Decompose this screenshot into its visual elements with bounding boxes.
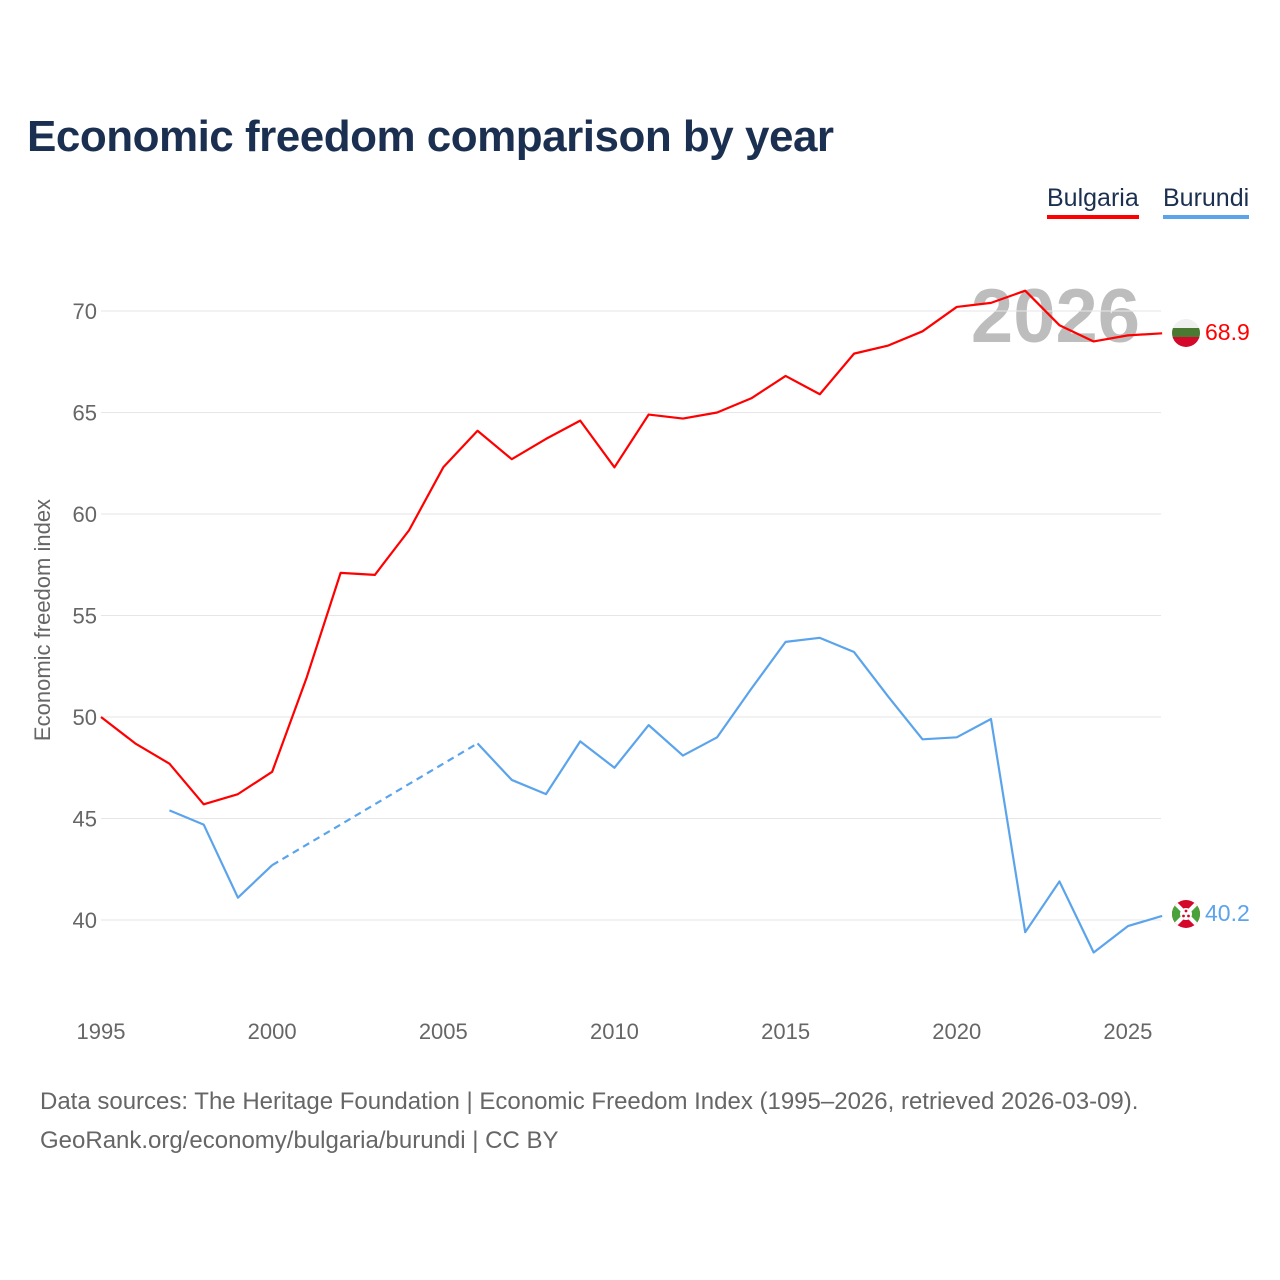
burundi-line [169, 809, 273, 899]
bulgaria-line [100, 289, 1163, 806]
bulgaria-flag-icon [1172, 319, 1200, 347]
x-tick-label: 2020 [932, 1019, 981, 1044]
bulgaria-end-label: 68.9 [1205, 319, 1250, 345]
footer-url: GeoRank.org/economy/bulgaria/burundi | C… [40, 1127, 559, 1154]
x-tick-label: 2015 [761, 1019, 810, 1044]
footer-sources: Data sources: The Heritage Foundation | … [40, 1088, 1139, 1115]
y-tick-label: 65 [73, 401, 97, 426]
y-axis-label: Economic freedom index [30, 499, 55, 741]
x-tick-label: 2000 [248, 1019, 297, 1044]
burundi-end-label: 40.2 [1205, 900, 1250, 926]
y-tick-label: 50 [73, 705, 97, 730]
legend-bulgaria[interactable]: Bulgaria [1047, 184, 1139, 219]
x-tick-label: 2005 [419, 1019, 468, 1044]
y-tick-label: 40 [73, 908, 97, 933]
x-tick-label: 1995 [77, 1019, 126, 1044]
x-tick-label: 2010 [590, 1019, 639, 1044]
chart-title: Economic freedom comparison by year [27, 112, 834, 161]
burundi-flag-icon [1172, 900, 1200, 928]
year-watermark: 2026 [971, 274, 1140, 359]
y-tick-label: 55 [73, 604, 97, 629]
legend-burundi[interactable]: Burundi [1163, 184, 1250, 219]
y-tick-label: 60 [73, 502, 97, 527]
y-tick-label: 45 [73, 807, 97, 832]
burundi-line [476, 636, 1163, 954]
x-tick-label: 2025 [1103, 1019, 1152, 1044]
burundi-gap-line [271, 742, 479, 867]
y-tick-label: 70 [73, 299, 97, 324]
